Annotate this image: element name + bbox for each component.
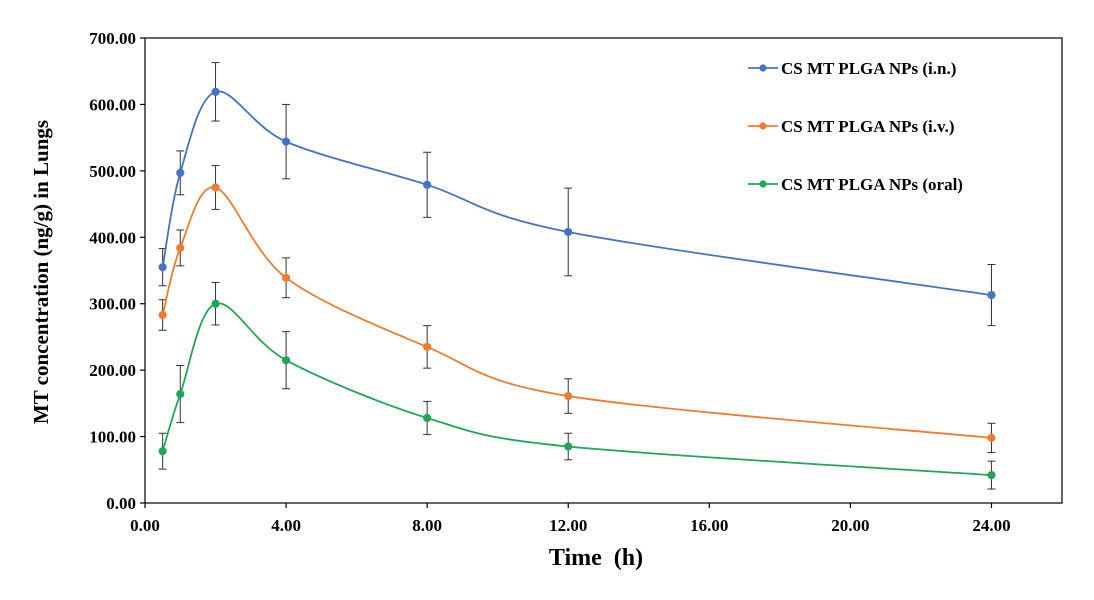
x-tick-label: 12.00 [549, 516, 587, 535]
data-point [158, 447, 167, 456]
legend-swatch-marker [759, 122, 767, 130]
data-point [987, 471, 996, 480]
y-axis: 0.00 100.00 200.00 300.00 400.00 500.00 600.00… [89, 29, 145, 513]
x-tick-label: 20.00 [831, 516, 869, 535]
legend: CS MT PLGA NPs (i.n.) CS MT PLGA NPs (i.v… [748, 59, 963, 194]
data-point [176, 168, 185, 177]
legend-swatch-marker [759, 64, 767, 72]
legend-item: CS MT PLGA NPs (i.v.) [748, 117, 954, 136]
series-line [161, 302, 992, 476]
data-point [211, 183, 220, 192]
data-point [211, 299, 220, 308]
data-point [564, 227, 573, 237]
data-point [176, 243, 185, 253]
legend-item: CS MT PLGA NPs (i.n.) [748, 59, 956, 78]
y-tick-label: 100.00 [89, 428, 136, 447]
data-point [423, 180, 432, 189]
series-line [161, 90, 992, 296]
series-3 [158, 281, 996, 490]
data-point [564, 442, 573, 451]
legend-item: CS MT PLGA NPs (oral) [748, 175, 963, 194]
x-tick-label: 4.00 [271, 516, 301, 535]
series-1 [158, 62, 996, 327]
x-tick-label: 8.00 [412, 516, 442, 535]
y-tick-label: 300.00 [89, 295, 136, 314]
y-axis-title: MT concentration (ng/g) in Lungs [29, 120, 53, 424]
series-line [161, 186, 992, 439]
data-point [158, 263, 167, 272]
x-axis-title: Time (h) [549, 545, 643, 571]
data-point [423, 413, 432, 423]
data-point [281, 137, 291, 146]
data-point [281, 356, 291, 365]
y-tick-label: 600.00 [89, 95, 136, 114]
y-tick-label: 700.00 [89, 29, 136, 48]
legend-swatch-marker [759, 180, 767, 188]
data-point [211, 87, 220, 96]
y-tick-label: 0.00 [106, 494, 136, 513]
y-tick-label: 400.00 [89, 228, 136, 247]
data-point [158, 310, 167, 320]
legend-label: CS MT PLGA NPs (i.n.) [781, 59, 956, 78]
legend-label: CS MT PLGA NPs (i.v.) [781, 117, 954, 136]
y-tick-label: 200.00 [89, 361, 136, 380]
series-layer [158, 62, 996, 490]
plot-frame [144, 37, 1063, 504]
data-point [987, 290, 996, 300]
x-tick-label: 24.00 [972, 516, 1010, 535]
data-point [281, 273, 291, 282]
series-2 [158, 165, 996, 454]
data-point [176, 389, 185, 399]
data-point [423, 342, 432, 351]
plot-border [144, 37, 1063, 504]
legend-label: CS MT PLGA NPs (oral) [781, 175, 963, 194]
x-axis: 0.00 4.00 8.00 12.00 16.00 20.00 24.00 [130, 503, 1011, 535]
x-tick-label: 0.00 [130, 516, 160, 535]
data-point [564, 391, 573, 401]
x-tick-label: 16.00 [690, 516, 728, 535]
data-point [987, 433, 996, 442]
y-tick-label: 500.00 [89, 162, 136, 181]
